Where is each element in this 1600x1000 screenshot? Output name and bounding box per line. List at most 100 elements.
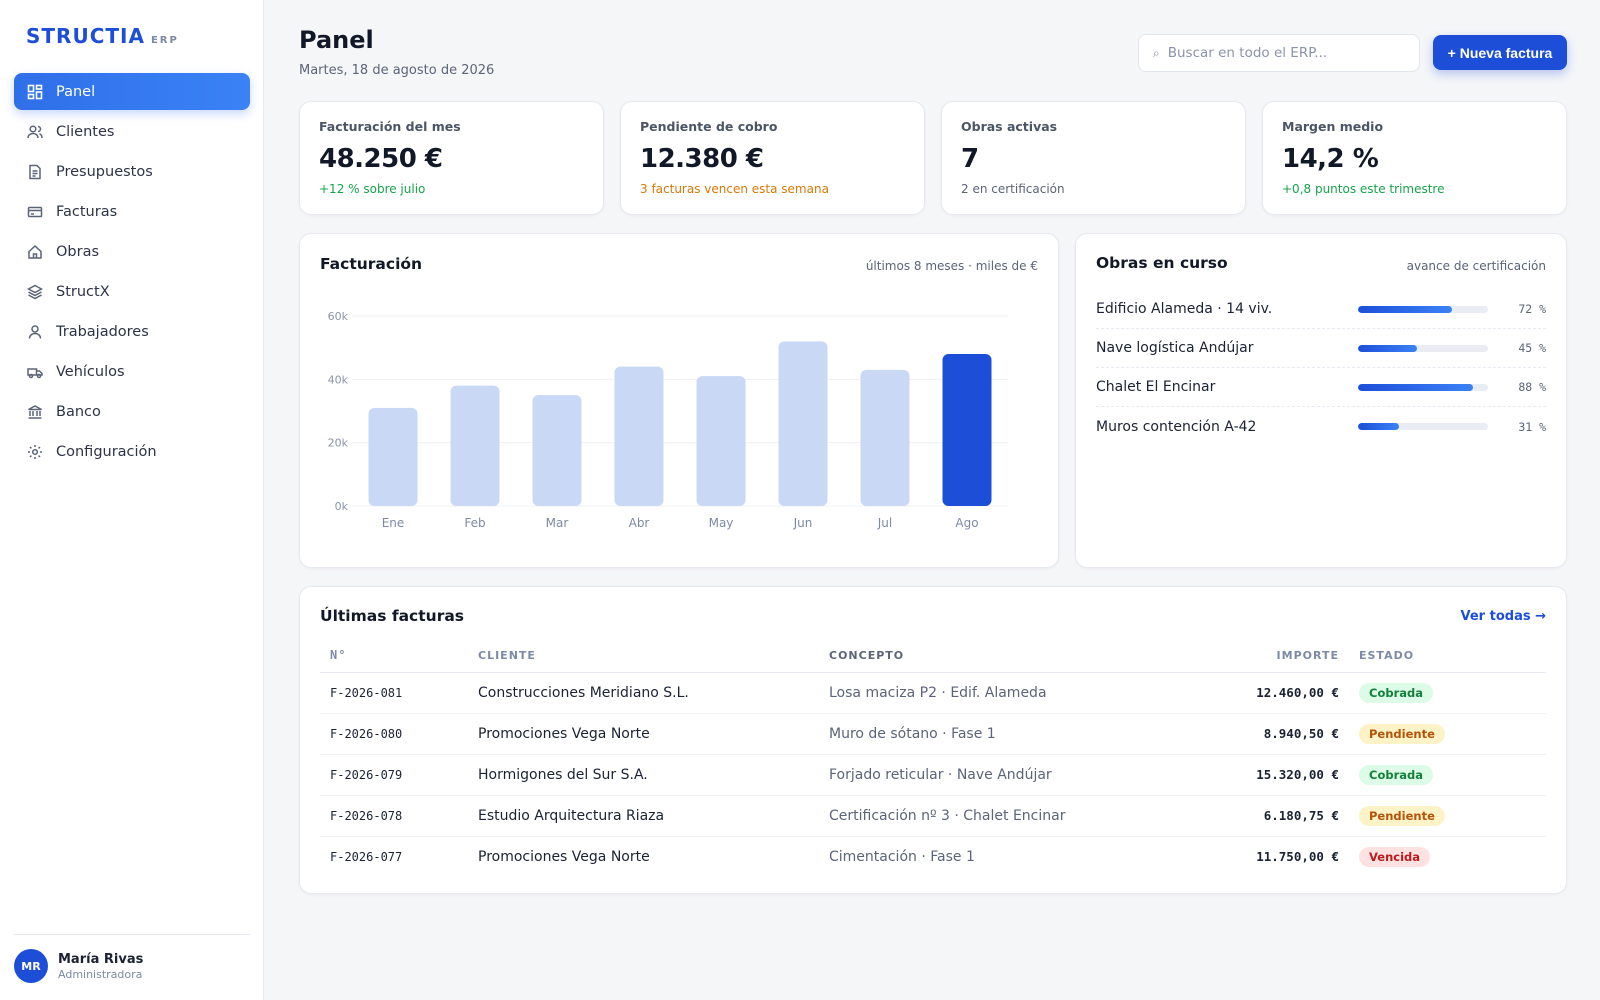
invoice-concept: Losa maciza P2 · Edif. Alameda — [829, 672, 1209, 714]
sidebar-item-label: Clientes — [56, 123, 115, 140]
table-header-row: N° CLIENTE CONCEPTO IMPORTE ESTADO — [320, 639, 1546, 673]
works-list: Edificio Alameda · 14 viv. 72 % Nave log… — [1096, 290, 1546, 446]
sidebar-item-label: Panel — [56, 83, 96, 100]
sidebar-item-label: Presupuestos — [56, 163, 153, 180]
sidebar-item-label: Configuración — [56, 443, 157, 460]
invoices-table: N° CLIENTE CONCEPTO IMPORTE ESTADO F-202… — [320, 639, 1546, 877]
sidebar-item-label: Facturas — [56, 203, 118, 220]
invoice-client: Construcciones Meridiano S.L. — [478, 672, 829, 714]
table-row[interactable]: F-2026-077 Promociones Vega Norte Ciment… — [320, 836, 1546, 877]
page-title: Panel — [299, 26, 374, 54]
list-item[interactable]: Nave logística Andújar 45 % — [1096, 329, 1546, 368]
kpi-value: 7 — [961, 144, 979, 174]
progress-percent: 72 % — [1518, 302, 1547, 316]
kpi-label: Obras activas — [961, 119, 1058, 134]
y-tick-label: 40k — [328, 373, 349, 386]
sidebar-item-label: Trabajadores — [56, 323, 149, 340]
user-icon — [26, 323, 44, 341]
sidebar-item-configuracion[interactable]: Configuración — [14, 433, 250, 470]
chart-bar — [450, 385, 500, 506]
invoice-amount: 6.180,75 € — [1209, 795, 1359, 837]
search-icon: ⌕ — [1153, 45, 1160, 60]
sidebar-item-presupuestos[interactable]: Presupuestos — [14, 153, 250, 190]
list-item[interactable]: Chalet El Encinar 88 % — [1096, 368, 1546, 407]
table-row[interactable]: F-2026-078 Estudio Arquitectura Riaza Ce… — [320, 795, 1546, 837]
sidebar-item-label: StructX — [56, 283, 110, 300]
view-all-link[interactable]: Ver todas → — [1460, 608, 1546, 624]
column-header[interactable]: CONCEPTO — [829, 639, 1209, 673]
status-cell: Pendiente — [1359, 795, 1546, 837]
sidebar-item-panel[interactable]: Panel — [14, 73, 250, 110]
progress-bar — [1358, 423, 1489, 430]
sidebar-item-obras[interactable]: Obras — [14, 233, 250, 270]
progress-fill — [1358, 383, 1473, 391]
column-header[interactable]: CLIENTE — [478, 639, 829, 673]
kpi-value: 48.250 € — [319, 144, 443, 174]
sidebar-item-clientes[interactable]: Clientes — [14, 113, 250, 150]
sidebar-item-banco[interactable]: Banco — [14, 393, 250, 430]
billing-bar-chart: 0k 20k 40k 60k Ene Feb Mar Abr May Jun Jul Ago — [328, 310, 1008, 530]
chart-bar — [614, 366, 664, 506]
chart-bar — [532, 395, 582, 506]
list-item[interactable]: Edificio Alameda · 14 viv. 72 % — [1096, 290, 1546, 329]
progress-fill — [1358, 305, 1452, 313]
progress-fill — [1358, 344, 1417, 352]
user-name: María Rivas — [58, 951, 144, 967]
work-name: Nave logística Andújar — [1096, 340, 1254, 356]
table-row[interactable]: F-2026-081 Construcciones Meridiano S.L.… — [320, 672, 1546, 714]
card-title: Facturación — [320, 255, 423, 273]
search-input[interactable] — [1167, 45, 1408, 61]
chart-bar — [942, 354, 992, 506]
table-row[interactable]: F-2026-079 Hormigones del Sur S.A. Forja… — [320, 754, 1546, 796]
kpi-sub: +12 % sobre julio — [319, 182, 426, 196]
column-header[interactable]: ESTADO — [1359, 639, 1546, 673]
x-tick-label: Abr — [629, 516, 650, 530]
status-badge: Cobrada — [1359, 764, 1433, 785]
sidebar-item-trabajadores[interactable]: Trabajadores — [14, 313, 250, 350]
progress-bar — [1358, 305, 1489, 313]
list-item[interactable]: Muros contención A-42 31 % — [1096, 407, 1546, 446]
new-invoice-button[interactable]: + Nueva factura — [1433, 35, 1567, 70]
sidebar-item-vehiculos[interactable]: Vehículos — [14, 353, 250, 390]
invoice-amount: 8.940,50 € — [1209, 713, 1359, 755]
column-header[interactable]: IMPORTE — [1209, 639, 1359, 673]
invoice-icon — [26, 203, 44, 221]
status-badge: Pendiente — [1359, 723, 1445, 744]
sidebar-item-label: Banco — [56, 403, 101, 420]
invoice-concept: Forjado reticular · Nave Andújar — [829, 754, 1209, 796]
user-profile[interactable]: MR María Rivas Administradora — [14, 934, 250, 983]
progress-bar — [1358, 383, 1489, 391]
progress-bar — [1358, 344, 1489, 352]
kpi-card-billing: Facturación del mes 48.250 € +12 % sobre… — [299, 101, 604, 215]
kpi-sub: +0,8 puntos este trimestre — [1282, 182, 1445, 196]
sidebar-item-facturas[interactable]: Facturas — [14, 193, 250, 230]
global-search[interactable]: ⌕ — [1138, 34, 1420, 72]
kpi-value: 12.380 € — [640, 144, 764, 174]
kpi-label: Pendiente de cobro — [640, 119, 778, 134]
status-cell: Cobrada — [1359, 754, 1546, 796]
y-tick-label: 20k — [328, 437, 349, 450]
sidebar-item-structx[interactable]: StructX — [14, 273, 250, 310]
column-header[interactable]: N° — [320, 639, 478, 673]
status-badge: Cobrada — [1359, 682, 1433, 703]
latest-invoices-card: Últimas facturas Ver todas → N° CLIENTE … — [299, 586, 1567, 894]
user-info: María Rivas Administradora — [58, 952, 143, 981]
brand-name: STRUCTIA — [26, 24, 145, 48]
dashboard-icon — [26, 83, 44, 101]
brand-logo[interactable]: STRUCTIA ERP — [26, 24, 179, 48]
x-tick-label: Jun — [793, 516, 813, 530]
chart-bar — [778, 341, 828, 506]
work-name: Chalet El Encinar — [1096, 379, 1216, 395]
kpi-label: Margen medio — [1282, 119, 1384, 134]
invoice-client: Promociones Vega Norte — [478, 713, 829, 755]
chart-bar — [860, 369, 910, 506]
invoice-amount: 11.750,00 € — [1256, 849, 1339, 865]
progress-percent: 88 % — [1518, 380, 1547, 394]
invoice-number: F-2026-077 — [330, 849, 403, 864]
kpi-value: 14,2 % — [1282, 144, 1379, 174]
truck-icon — [26, 363, 44, 381]
table-row[interactable]: F-2026-080 Promociones Vega Norte Muro d… — [320, 713, 1546, 755]
status-badge: Vencida — [1359, 846, 1431, 867]
invoice-client: Hormigones del Sur S.A. — [478, 754, 829, 796]
kpi-card-works: Obras activas 7 2 en certificación — [941, 101, 1246, 215]
